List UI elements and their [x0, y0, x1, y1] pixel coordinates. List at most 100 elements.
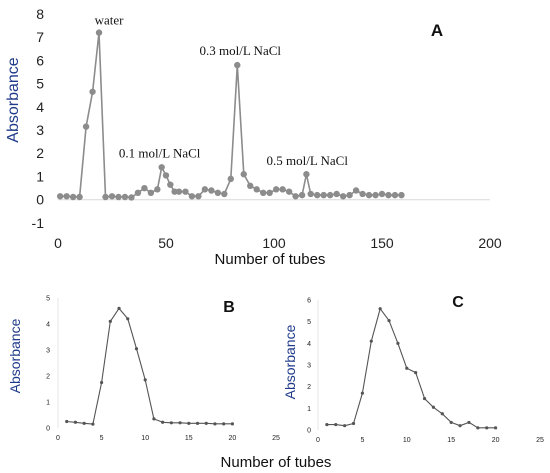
data-point	[247, 182, 254, 190]
data-point	[314, 191, 321, 199]
data-point	[303, 171, 310, 178]
data-point	[422, 396, 427, 401]
data-point	[76, 193, 83, 201]
chart-panel-c: 0 1 2 3 4 5 6 0 5 10 15 20 25 Absorbance C	[282, 294, 544, 444]
data-point	[56, 193, 64, 200]
panel-label: A	[431, 21, 443, 40]
chart-panel-b: 0 1 2 3 4 5 0 5 10 15 20 25 Absorbance B	[7, 295, 280, 442]
y-tick-label: 6	[36, 52, 44, 68]
data-point	[95, 29, 103, 36]
data-point	[279, 186, 286, 193]
data-point	[147, 189, 155, 197]
y-tick-label: 5	[307, 319, 311, 326]
y-tick-label: 2	[307, 384, 311, 391]
data-point	[195, 421, 200, 425]
data-point	[69, 193, 77, 201]
data-point	[121, 193, 129, 201]
peak-annotation: 0.1 mol/L NaCl	[119, 145, 201, 160]
data-point	[326, 191, 334, 199]
y-axis-title: Absorbance	[282, 324, 298, 399]
data-point	[167, 181, 174, 188]
data-point	[333, 190, 340, 198]
data-point	[440, 412, 444, 416]
y-axis-title: Absorbance	[5, 57, 22, 142]
data-point	[169, 421, 173, 425]
data-point	[339, 193, 347, 200]
data-point	[391, 191, 399, 199]
x-tick-label: 10	[403, 437, 411, 444]
series-line	[66, 307, 233, 425]
data-point	[396, 341, 400, 345]
data-point	[158, 164, 165, 171]
data-point	[485, 426, 489, 430]
data-point	[378, 307, 382, 311]
data-point	[108, 193, 116, 200]
data-point	[204, 421, 208, 425]
data-point	[143, 378, 147, 382]
data-point	[126, 317, 130, 321]
data-point	[134, 347, 139, 351]
data-point	[272, 186, 280, 193]
data-point	[359, 190, 366, 198]
peak-annotation: water	[95, 13, 125, 28]
x-tick-label: 20	[492, 437, 500, 444]
data-point	[320, 191, 327, 199]
data-point	[334, 422, 338, 427]
y-tick-label: 2	[46, 373, 50, 380]
data-point	[260, 189, 267, 197]
data-point	[213, 422, 217, 426]
y-tick-label: 4	[46, 321, 50, 328]
y-tick-label: 5	[46, 295, 50, 302]
data-point	[298, 191, 306, 199]
x-tick-label: 5	[100, 435, 104, 442]
data-point	[476, 426, 480, 430]
data-point	[73, 420, 78, 424]
data-point	[82, 123, 90, 130]
data-point	[102, 193, 109, 201]
y-axis-title: Absorbance	[7, 318, 23, 393]
data-point	[208, 187, 215, 194]
x-axis-title: Number of tubes	[215, 251, 326, 268]
data-point	[141, 184, 148, 192]
y-tick-label: 2	[36, 145, 44, 161]
shared-x-axis-title: Number of tubes	[221, 454, 332, 471]
x-tick-label: 5	[360, 437, 364, 444]
y-tick-label: 7	[36, 29, 44, 45]
x-tick-label: 0	[56, 435, 60, 442]
y-tick-label: 6	[307, 297, 311, 304]
x-tick-label: 25	[272, 435, 280, 442]
peak-annotation: 0.3 mol/L NaCl	[200, 43, 282, 58]
data-point	[494, 426, 498, 430]
data-point	[227, 175, 234, 183]
data-point	[352, 187, 360, 194]
data-point	[234, 61, 241, 69]
x-tick-label: 150	[370, 235, 394, 251]
data-point	[369, 339, 373, 343]
data-point	[178, 421, 182, 425]
panel-label: B	[223, 299, 235, 316]
x-tick-label: 20	[229, 435, 237, 442]
data-point	[292, 193, 299, 200]
y-tick-label: 0	[307, 427, 311, 434]
data-point	[161, 420, 165, 424]
y-tick-label: 5	[36, 76, 44, 92]
data-point	[188, 193, 196, 200]
data-point	[431, 405, 436, 409]
data-point	[266, 189, 273, 197]
x-tick-label: 15	[185, 435, 193, 442]
data-point	[108, 319, 112, 323]
data-point	[63, 193, 70, 200]
y-tick-label: 4	[307, 341, 311, 348]
data-point	[467, 420, 471, 425]
data-point	[253, 186, 260, 193]
data-point	[372, 191, 379, 199]
data-point	[240, 171, 247, 178]
panel-label: C	[452, 294, 464, 311]
y-tick-label: 1	[36, 168, 44, 184]
data-point	[414, 370, 418, 375]
data-point	[365, 191, 373, 199]
data-point	[134, 189, 142, 197]
data-point	[285, 188, 293, 195]
y-tick-label: 3	[46, 347, 50, 354]
